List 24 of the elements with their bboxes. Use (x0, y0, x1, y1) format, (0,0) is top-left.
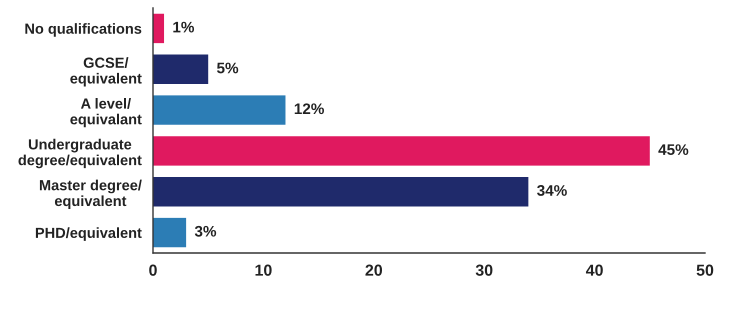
bar (153, 54, 208, 84)
x-tick-label: 50 (696, 264, 714, 276)
bar (153, 177, 528, 206)
y-tick-label: Undergraduate degree/equivalent (18, 138, 142, 168)
x-tick-label: 0 (149, 264, 157, 276)
bar (153, 95, 286, 125)
data-label: 5% (217, 62, 238, 74)
y-tick-label: GCSE/ equivalent (70, 57, 142, 86)
x-tick-label: 10 (256, 264, 272, 276)
bar (153, 14, 164, 44)
data-label: 34% (537, 185, 567, 196)
data-label: 45% (658, 144, 688, 156)
data-label: 1% (173, 22, 194, 32)
data-label: 3% (194, 226, 216, 237)
x-tick-label: 40 (586, 264, 603, 276)
bar (153, 218, 186, 248)
y-tick-label: A level/ equivalant (70, 98, 142, 128)
data-label: 12% (294, 103, 324, 114)
bar (153, 136, 650, 166)
x-tick-label: 30 (476, 264, 492, 276)
y-tick-label: No qualifications (25, 23, 142, 37)
y-tick-label: PHD/equivalent (36, 227, 142, 241)
y-tick-label: Master degree/ equivalent (40, 180, 142, 210)
x-tick-label: 20 (365, 264, 382, 276)
